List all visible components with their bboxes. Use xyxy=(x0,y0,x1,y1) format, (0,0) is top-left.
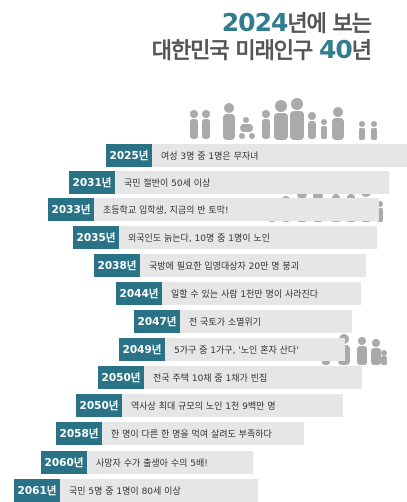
timeline-row: 2061년 국민 5명 중 1명이 80세 이상 xyxy=(14,479,258,502)
timeline-row: 2050년 전국 주택 10채 중 1채가 빈집 xyxy=(98,366,362,389)
timeline-text: 외국인도 늙는다, 10명 중 1명이 노인 xyxy=(128,234,270,244)
timeline-text: 사망자 수가 출생아 수의 5배! xyxy=(96,459,208,469)
title-line2-end: 년 xyxy=(351,39,372,64)
timeline-year: 2035년 xyxy=(73,226,119,249)
timeline-year: 2044년 xyxy=(116,282,162,305)
title-line2-rest: 대한민국 미래인구 xyxy=(151,39,319,64)
timeline-year: 2050년 xyxy=(98,366,144,389)
timeline-text: 국민 5명 중 1명이 80세 이상 xyxy=(69,487,181,497)
timeline-row: 2033년 초등학교 입학생, 지금의 반 토막! xyxy=(48,198,379,221)
timeline-text: 여성 3명 중 1명은 무자녀 xyxy=(161,152,259,162)
timeline-year: 2049년 xyxy=(119,338,165,361)
timeline-text: 전 국토가 소멸위기 xyxy=(189,318,261,328)
timeline-text: 한 명이 다른 한 명을 먹여 살려도 부족하다 xyxy=(111,430,272,440)
title-year: 2024 xyxy=(221,8,289,37)
timeline-year: 2058년 xyxy=(56,422,102,445)
title-line1-rest: 년에 보는 xyxy=(287,12,372,37)
timeline-row: 2058년 한 명이 다른 한 명을 먹여 살려도 부족하다 xyxy=(56,422,304,445)
timeline-text: 역사상 최대 규모의 노인 1천 9백만 명 xyxy=(131,402,276,412)
timeline-row: 2035년 외국인도 늙는다, 10명 중 1명이 노인 xyxy=(73,226,377,249)
timeline-row: 2060년 사망자 수가 출생아 수의 5배! xyxy=(41,451,253,474)
timeline-text: 초등학교 입학생, 지금의 반 토막! xyxy=(103,206,229,216)
people-group-top-icon xyxy=(190,98,377,140)
page-title-line2: 대한민국 미래인구 40년 xyxy=(151,33,372,65)
timeline-year: 2038년 xyxy=(94,254,140,277)
timeline-row: 2025년 여성 3명 중 1명은 무자녀 xyxy=(106,144,407,167)
timeline-row: 2050년 역사상 최대 규모의 노인 1천 9백만 명 xyxy=(76,394,343,417)
timeline-year: 2047년 xyxy=(134,310,180,333)
timeline-year: 2025년 xyxy=(106,144,152,167)
timeline-year: 2061년 xyxy=(14,479,60,502)
timeline-text: 일할 수 있는 사람 1천만 명이 사라진다 xyxy=(171,290,319,300)
title-forty: 40 xyxy=(318,35,353,64)
timeline-text: 전국 주택 10채 중 1채가 빈집 xyxy=(153,374,268,384)
timeline-year: 2033년 xyxy=(48,198,94,221)
timeline-row: 2038년 국방에 필요한 입영대상자 20만 명 붕괴 xyxy=(94,254,366,277)
page-title-line1: 2024년에 보는 xyxy=(221,6,372,38)
timeline-text: 5가구 중 1가구, '노인 혼자 산다' xyxy=(174,346,299,356)
timeline-text: 국민 절반이 50세 이상 xyxy=(124,179,211,189)
timeline-row: 2031년 국민 절반이 50세 이상 xyxy=(69,171,389,194)
timeline-year: 2060년 xyxy=(41,451,87,474)
timeline-row: 2047년 전 국토가 소멸위기 xyxy=(134,310,352,333)
timeline-year: 2031년 xyxy=(69,171,115,194)
timeline-row: 2044년 일할 수 있는 사람 1천만 명이 사라진다 xyxy=(116,282,361,305)
timeline-year: 2050년 xyxy=(76,394,122,417)
timeline-row: 2049년 5가구 중 1가구, '노인 혼자 산다' xyxy=(119,338,345,361)
timeline-text: 국방에 필요한 입영대상자 20만 명 붕괴 xyxy=(149,262,299,272)
